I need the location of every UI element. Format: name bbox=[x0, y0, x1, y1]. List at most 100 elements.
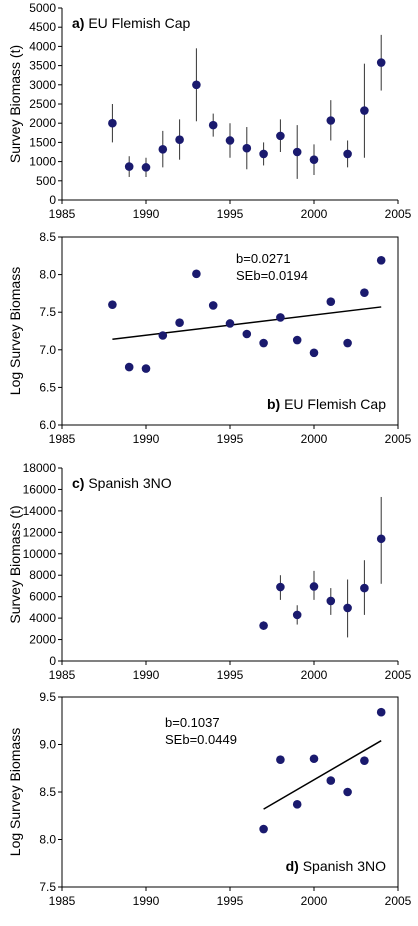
panel-letter: d) bbox=[286, 858, 299, 874]
regression-line bbox=[112, 306, 382, 341]
x-tick-label: 1995 bbox=[217, 894, 244, 908]
x-tick-label: 2005 bbox=[385, 668, 412, 682]
panel-title: d) Spanish 3NO bbox=[286, 858, 386, 874]
data-point bbox=[309, 348, 319, 358]
x-tick-label: 2000 bbox=[301, 668, 328, 682]
x-tick-label: 1990 bbox=[133, 207, 160, 221]
data-point bbox=[175, 135, 184, 145]
data-point bbox=[292, 800, 302, 809]
y-tick-label: 2000 bbox=[29, 633, 56, 647]
panel-title-text: EU Flemish Cap bbox=[84, 15, 190, 31]
data-point bbox=[309, 155, 319, 164]
data-point bbox=[292, 610, 302, 620]
panel-letter: c) bbox=[72, 475, 84, 491]
y-tick-label: 8.0 bbox=[39, 268, 56, 282]
x-tick-label: 1995 bbox=[217, 207, 244, 221]
data-point bbox=[360, 583, 369, 593]
data-point bbox=[141, 364, 151, 373]
y-tick-label: 8.0 bbox=[39, 833, 56, 847]
data-point bbox=[292, 147, 302, 157]
panel-letter: b) bbox=[267, 396, 280, 412]
y-tick-label: 7.0 bbox=[39, 343, 56, 357]
data-point bbox=[242, 329, 252, 339]
y-tick-label: 3500 bbox=[29, 59, 56, 73]
data-point bbox=[343, 149, 352, 159]
y-tick-label: 18000 bbox=[23, 461, 57, 475]
x-tick-label: 2000 bbox=[301, 894, 328, 908]
y-tick-label: 0 bbox=[49, 654, 56, 668]
y-tick-label: 4000 bbox=[29, 39, 56, 53]
data-point bbox=[208, 301, 218, 310]
data-point bbox=[376, 534, 386, 544]
y-tick-label: 4500 bbox=[29, 20, 56, 34]
regression-line bbox=[263, 740, 382, 810]
panel-3: 0 2000 4000 6000 8000 10000 12000 14000 16000 180… bbox=[7, 461, 412, 682]
data-point bbox=[360, 756, 369, 765]
data-point bbox=[309, 582, 319, 591]
y-axis-label: Survey Biomass (t) bbox=[7, 45, 23, 163]
data-point bbox=[276, 313, 285, 322]
y-tick-label: 8.5 bbox=[39, 785, 56, 799]
data-point bbox=[225, 136, 235, 145]
data-point bbox=[259, 621, 268, 630]
data-point bbox=[326, 297, 336, 306]
data-point bbox=[225, 319, 235, 328]
data-point bbox=[158, 145, 168, 154]
slope-annotation: b=0.1037 bbox=[165, 715, 220, 730]
y-tick-label: 5000 bbox=[29, 1, 56, 15]
y-axis-label: Log Survey Biomass bbox=[7, 728, 23, 856]
data-point bbox=[141, 163, 151, 172]
se-annotation: SEb=0.0449 bbox=[165, 732, 237, 747]
data-point bbox=[360, 288, 369, 297]
data-point bbox=[276, 755, 285, 764]
y-tick-label: 7.5 bbox=[39, 305, 56, 319]
y-tick-label: 14000 bbox=[23, 504, 57, 518]
data-point bbox=[309, 754, 319, 764]
data-point bbox=[259, 149, 268, 159]
se-annotation: SEb=0.0194 bbox=[236, 268, 308, 283]
data-point bbox=[376, 58, 386, 67]
panel-title-text: EU Flemish Cap bbox=[280, 396, 386, 412]
panel-4: 7.5 8.0 8.5 9.0 9.5 1985 1990 1995 2000 2005 Log S… bbox=[7, 690, 412, 908]
y-tick-label: 16000 bbox=[23, 482, 57, 496]
y-tick-label: 10000 bbox=[23, 547, 57, 561]
y-tick-label: 4000 bbox=[29, 611, 56, 625]
data-point bbox=[175, 318, 184, 328]
x-tick-label: 1985 bbox=[49, 668, 76, 682]
y-tick-label: 6.5 bbox=[39, 380, 56, 394]
y-axis-label: Log Survey Biomass bbox=[7, 267, 23, 395]
data-point bbox=[259, 338, 268, 348]
y-tick-label: 6.0 bbox=[39, 418, 56, 432]
slope-annotation: b=0.0271 bbox=[236, 251, 291, 266]
y-tick-label: 0 bbox=[49, 193, 56, 207]
y-tick-label: 500 bbox=[36, 174, 56, 188]
panel-2: 6.0 6.5 7.0 7.5 8.0 8.5 1985 1990 1995 2000 2005 Lo… bbox=[7, 230, 412, 446]
y-tick-label: 6000 bbox=[29, 590, 56, 604]
y-tick-label: 8000 bbox=[29, 568, 56, 582]
x-tick-label: 1985 bbox=[49, 207, 76, 221]
y-tick-label: 2000 bbox=[29, 116, 56, 130]
data-point bbox=[192, 269, 201, 279]
data-point bbox=[292, 335, 302, 345]
data-point bbox=[326, 596, 336, 606]
data-point bbox=[208, 120, 218, 130]
x-tick-label: 2000 bbox=[301, 432, 328, 446]
data-point bbox=[108, 118, 117, 128]
x-tick-label: 2000 bbox=[301, 207, 328, 221]
data-point bbox=[276, 131, 285, 141]
data-point bbox=[158, 331, 168, 340]
panel-letter: a) bbox=[72, 15, 84, 31]
y-tick-label: 12000 bbox=[23, 525, 57, 539]
y-tick-label: 1000 bbox=[29, 155, 56, 169]
x-tick-label: 1995 bbox=[217, 668, 244, 682]
data-point bbox=[343, 338, 352, 348]
x-tick-label: 1990 bbox=[133, 668, 160, 682]
x-tick-label: 2005 bbox=[385, 207, 412, 221]
data-point bbox=[242, 143, 252, 153]
data-point bbox=[124, 362, 134, 372]
data-point bbox=[360, 106, 369, 115]
data-point bbox=[259, 824, 268, 834]
x-tick-label: 1990 bbox=[133, 894, 160, 908]
